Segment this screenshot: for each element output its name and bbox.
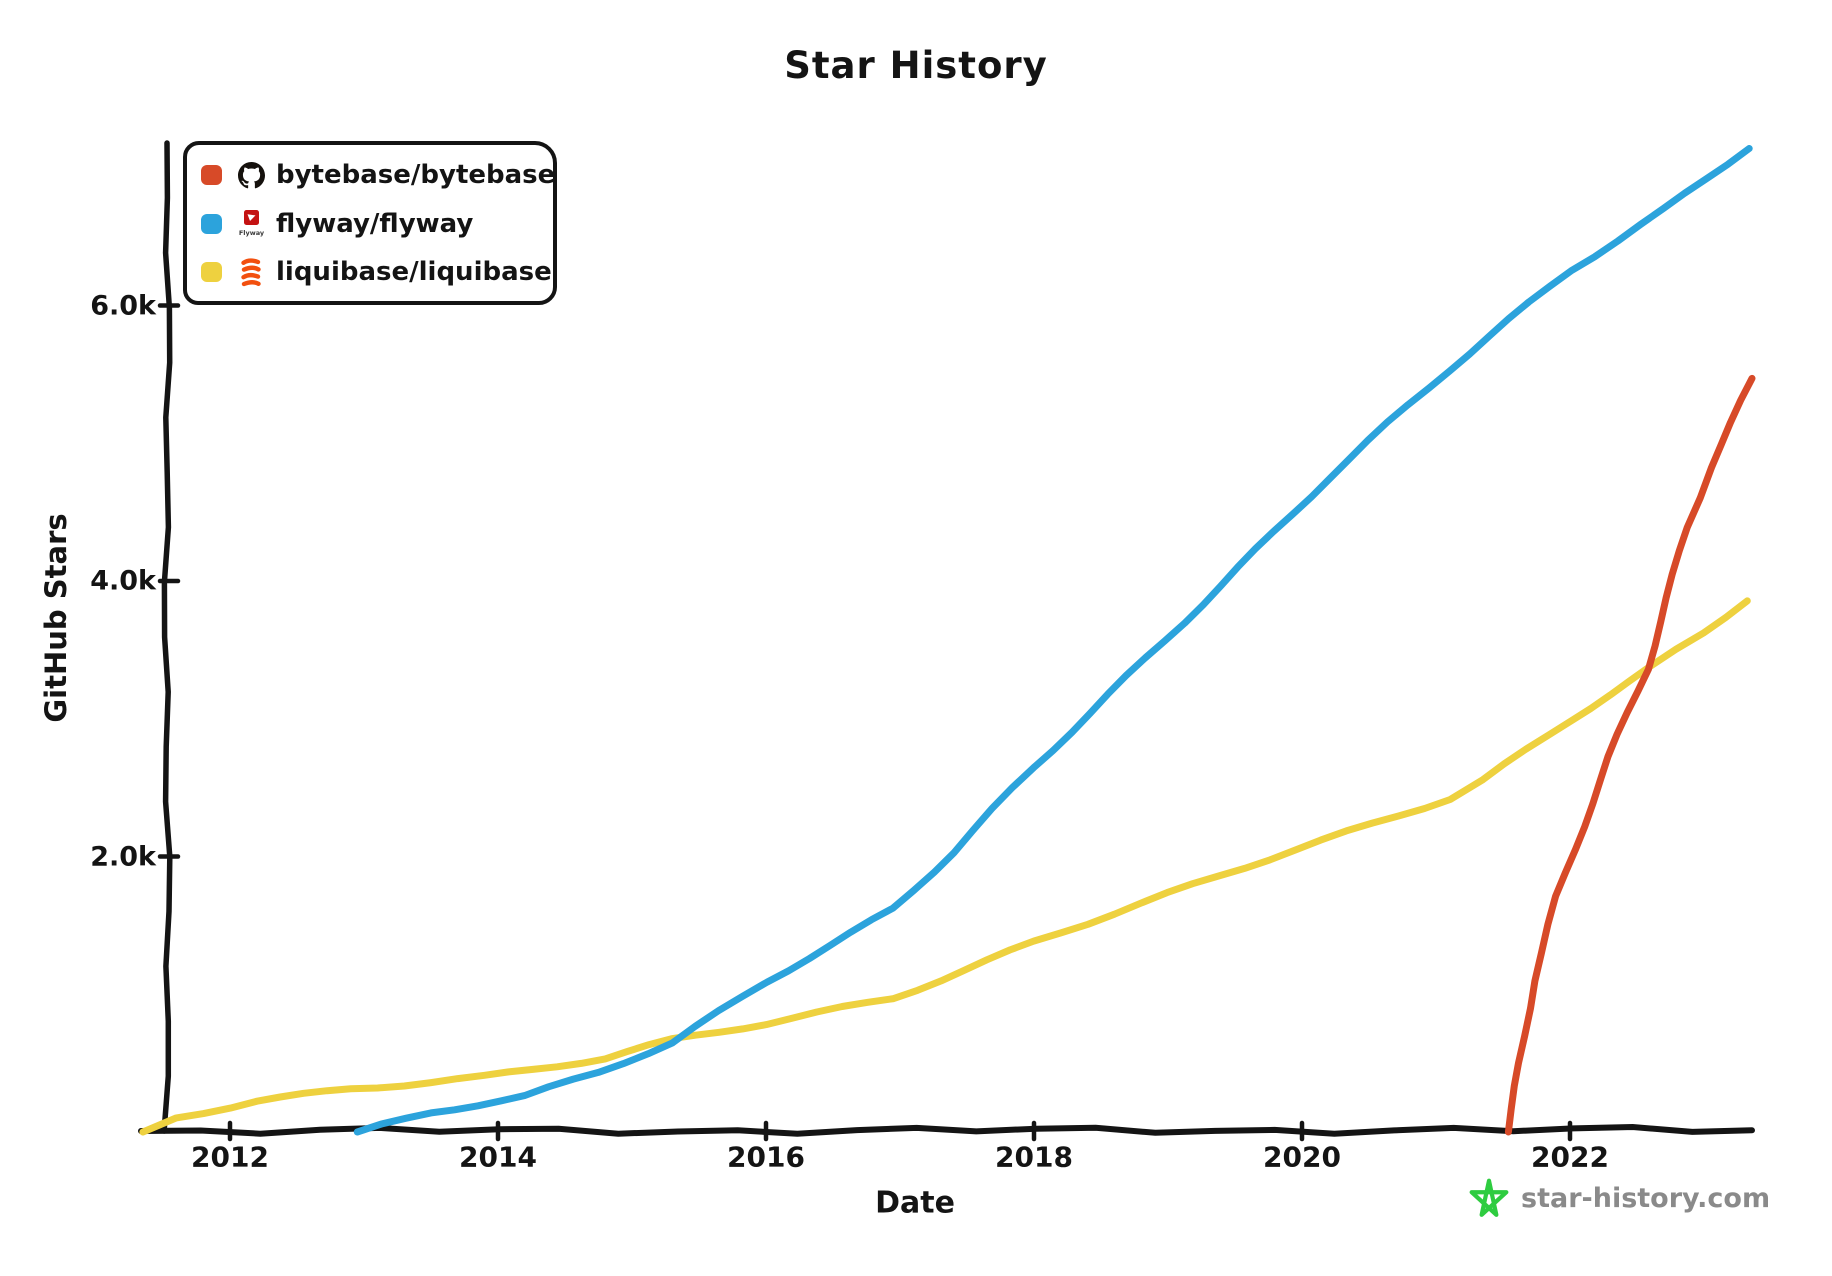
series-line-bytebase bbox=[1504, 374, 1756, 1136]
y-tick-label: 4.0k bbox=[90, 565, 156, 597]
y-tick-label: 2.0k bbox=[90, 841, 156, 872]
x-axis bbox=[138, 1123, 1755, 1137]
flyway-logo-icon: Flyway bbox=[235, 209, 267, 239]
x-tick-label: 2018 bbox=[995, 1140, 1073, 1174]
x-tick-label: 2014 bbox=[459, 1140, 537, 1174]
x-tick-label: 2016 bbox=[727, 1140, 805, 1174]
watermark-text: star-history.com bbox=[1521, 1182, 1771, 1214]
y-axis bbox=[161, 140, 173, 1134]
legend-label-bytebase: bytebase/bytebase bbox=[276, 160, 556, 190]
legend-item-flyway: Flyway flyway/flyway bbox=[201, 209, 541, 239]
star-doodle-icon bbox=[1469, 1178, 1509, 1217]
chart-legend: bytebase/bytebase Flyway flyway/flyway bbox=[183, 141, 557, 305]
legend-item-bytebase: bytebase/bytebase bbox=[201, 160, 555, 190]
x-tick-label: 2012 bbox=[191, 1140, 269, 1174]
liquibase-color-swatch bbox=[201, 262, 222, 282]
legend-item-liquibase: liquibase/liquibase bbox=[201, 257, 552, 287]
x-tick-label: 2022 bbox=[1531, 1140, 1609, 1174]
x-axis-title: Date bbox=[875, 1185, 955, 1221]
y-axis-title: GitHub Stars bbox=[39, 513, 73, 723]
chart-title: Star History bbox=[784, 44, 1048, 87]
series-line-liquibase bbox=[139, 597, 1751, 1136]
legend-label-liquibase: liquibase/liquibase bbox=[276, 257, 552, 287]
flyway-icon-text: Flyway bbox=[238, 229, 264, 237]
legend-label-flyway: flyway/flyway bbox=[276, 208, 474, 239]
flyway-color-swatch bbox=[201, 213, 222, 234]
liquibase-logo-icon bbox=[235, 257, 267, 287]
x-tick-label: 2020 bbox=[1263, 1140, 1341, 1174]
series-line-flyway bbox=[353, 145, 1753, 1136]
watermark: star-history.com bbox=[1468, 1177, 1770, 1219]
bytebase-color-swatch bbox=[201, 165, 222, 185]
github-octocat-icon bbox=[235, 161, 267, 189]
y-tick-label: 6.0k bbox=[90, 290, 156, 321]
